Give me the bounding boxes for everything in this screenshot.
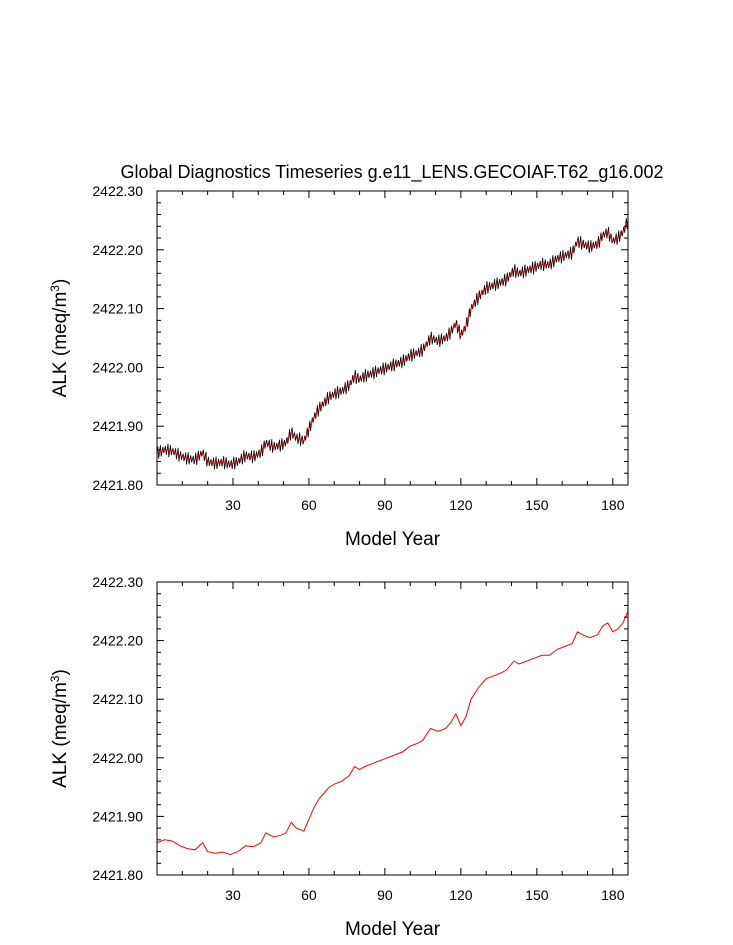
x-tick-label: 30 bbox=[225, 887, 241, 903]
y-axis-title-sup-top: 3 bbox=[48, 285, 62, 292]
series-annual-mean-1 bbox=[156, 611, 629, 856]
x-tick-label: 90 bbox=[377, 887, 393, 903]
series-annual-mean-0 bbox=[156, 220, 629, 465]
series-layer-bottom bbox=[156, 611, 629, 856]
x-tick-label: 180 bbox=[601, 497, 625, 513]
y-tick-label: 2422.00 bbox=[92, 750, 143, 766]
chart-title: Global Diagnostics Timeseries g.e11_LENS… bbox=[121, 162, 664, 183]
x-tick-label: 60 bbox=[301, 887, 317, 903]
x-tick-label: 30 bbox=[225, 497, 241, 513]
x-tick-label: 120 bbox=[449, 887, 473, 903]
tick-layer-bottom bbox=[157, 581, 628, 876]
y-axis-title-bottom: ALK (meq/m3) bbox=[48, 669, 71, 788]
y-axis-title-sup-bottom: 3 bbox=[48, 675, 62, 682]
y-tick-label: 2421.90 bbox=[92, 418, 143, 434]
y-tick-label: 2422.30 bbox=[92, 183, 143, 199]
y-tick-label: 2422.30 bbox=[92, 574, 143, 590]
x-tick-label: 60 bbox=[301, 497, 317, 513]
y-tick-label: 2422.00 bbox=[92, 359, 143, 375]
x-tick-label: 150 bbox=[525, 887, 549, 903]
y-tick-label: 2422.20 bbox=[92, 633, 143, 649]
panel-top: 30 60 90 120 150 180 2421.80 2421.90 2422.00 2422… bbox=[48, 183, 629, 550]
label-layer-bottom: 30 60 90 120 150 180 2421.80 2421.90 2422.00 2422… bbox=[92, 574, 624, 903]
plot-frame-bottom bbox=[156, 581, 629, 876]
y-axis-title-end-top: ) bbox=[50, 279, 71, 285]
y-tick-label: 2422.10 bbox=[92, 301, 143, 317]
x-axis-title-top: Model Year bbox=[345, 529, 441, 550]
y-axis-title-main-bottom: ALK (meq/m bbox=[50, 682, 71, 788]
y-tick-label: 2422.10 bbox=[92, 691, 143, 707]
x-axis-title-bottom: Model Year bbox=[345, 919, 441, 940]
y-axis-title-end-bottom: ) bbox=[50, 669, 71, 675]
y-tick-label: 2421.80 bbox=[92, 867, 143, 883]
x-tick-label: 150 bbox=[525, 497, 549, 513]
series-layer-top bbox=[156, 217, 629, 470]
plot-frame-top bbox=[156, 190, 629, 486]
label-layer-top: 30 60 90 120 150 180 2421.80 2421.90 2422.00 2422… bbox=[92, 183, 624, 513]
y-axis-title-main-top: ALK (meq/m bbox=[50, 292, 71, 398]
y-tick-label: 2421.90 bbox=[92, 808, 143, 824]
series-monthly-0 bbox=[156, 217, 629, 470]
x-tick-label: 120 bbox=[449, 497, 473, 513]
tick-layer-top bbox=[157, 190, 628, 486]
panel-bottom: 30 60 90 120 150 180 2421.80 2421.90 2422.00 2422… bbox=[48, 574, 629, 940]
x-tick-label: 180 bbox=[601, 887, 625, 903]
y-axis-title-top: ALK (meq/m3) bbox=[48, 279, 71, 398]
y-tick-label: 2422.20 bbox=[92, 242, 143, 258]
x-tick-label: 90 bbox=[377, 497, 393, 513]
y-tick-label: 2421.80 bbox=[92, 477, 143, 493]
